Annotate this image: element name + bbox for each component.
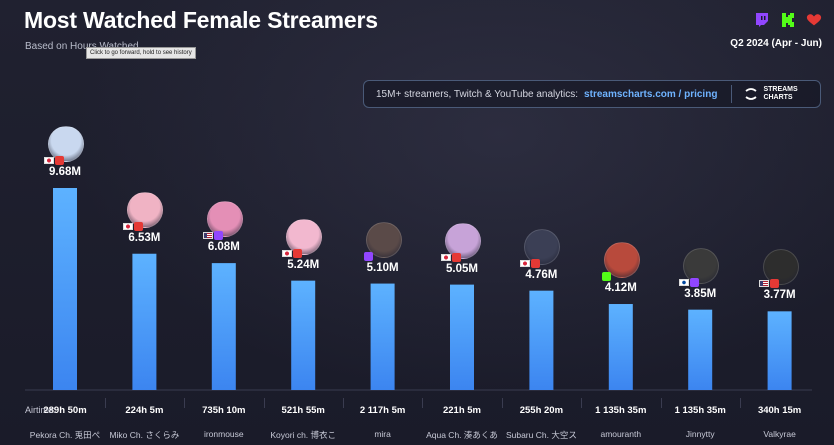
streamer-name[interactable]: Aqua Ch. 湊あくあ: [426, 430, 498, 440]
country-flag-icon: [679, 278, 690, 286]
streamer-name[interactable]: mira: [374, 429, 391, 439]
youtube-icon[interactable]: [806, 12, 822, 28]
streamer-avatar[interactable]: [44, 126, 84, 165]
youtube-icon: [293, 248, 303, 258]
country-flag-icon: [441, 253, 451, 261]
streamer-name[interactable]: Jinnytty: [685, 429, 715, 439]
streamer-name[interactable]: Pekora Ch. 兎田ぺ: [29, 430, 101, 440]
value-label: 3.85M: [684, 287, 717, 300]
streamer-name[interactable]: ironmouse: [203, 429, 244, 439]
streamer-name[interactable]: Subaru Ch. 大空ス: [505, 430, 577, 440]
streamer-avatar[interactable]: [123, 191, 164, 231]
page-title: Most Watched Female Streamers: [24, 7, 378, 33]
value-label: 5.10M: [366, 261, 399, 274]
bar[interactable]: [211, 263, 236, 390]
column-divider: [342, 398, 344, 408]
country-flag-icon: [282, 249, 293, 257]
value-label: 9.68M: [49, 166, 81, 178]
youtube-icon: [134, 221, 144, 231]
twitch-icon[interactable]: [754, 12, 770, 28]
airtime-value: 340h 15m: [757, 405, 802, 416]
streamer-avatar[interactable]: [679, 247, 720, 287]
youtube-icon: [531, 258, 541, 268]
value-label: 6.53M: [128, 231, 161, 244]
bar[interactable]: [688, 309, 713, 390]
country-flag-icon: [44, 157, 54, 164]
period-label: Q2 2024 (Apr - Jun): [730, 38, 822, 49]
airtime-value: 224h 5m: [125, 405, 164, 416]
bar[interactable]: [450, 284, 474, 390]
column-divider: [581, 398, 583, 408]
country-flag-icon: [202, 232, 213, 240]
airtime-value: 735h 10m: [202, 405, 246, 416]
bar[interactable]: [291, 280, 316, 390]
promo-divider: [731, 85, 733, 103]
bar[interactable]: [767, 311, 792, 390]
promo-link[interactable]: streamscharts.com / pricing: [584, 88, 718, 100]
streamscharts-logo-icon: [745, 88, 757, 100]
value-label: 4.76M: [525, 268, 558, 281]
twitch-icon: [213, 231, 223, 241]
twitch-icon: [363, 251, 373, 261]
country-flag-icon: [758, 280, 769, 288]
airtime-label: Airtime:: [25, 405, 56, 415]
column-divider: [263, 398, 265, 408]
value-label: 4.12M: [604, 282, 637, 295]
airtime-value: 221h 5m: [442, 405, 482, 416]
streamer-avatar[interactable]: [758, 249, 799, 289]
streamer-avatar[interactable]: [202, 201, 243, 241]
country-flag-icon: [123, 222, 134, 230]
country-flag-icon: [520, 259, 531, 267]
column-divider: [739, 398, 741, 408]
bar[interactable]: [132, 253, 157, 390]
streamer-name[interactable]: amouranth: [600, 429, 642, 439]
youtube-icon: [452, 252, 461, 262]
value-label: 6.08M: [207, 241, 240, 254]
bar[interactable]: [608, 304, 633, 390]
promo-banner[interactable]: 15M+ streamers, Twitch & YouTube analyti…: [363, 80, 821, 108]
youtube-icon: [769, 279, 779, 289]
streamer-avatar[interactable]: [601, 242, 640, 282]
brand-line-1: STREAMS: [763, 86, 798, 93]
column-divider: [184, 398, 186, 408]
kick-icon[interactable]: [780, 12, 796, 28]
column-divider: [660, 398, 662, 408]
column-divider: [422, 398, 424, 408]
browser-tooltip: Click to go forward, hold to see history: [86, 47, 196, 59]
streamer-name[interactable]: Koyori ch. 博衣こ: [270, 430, 337, 440]
bar[interactable]: [53, 188, 77, 390]
twitch-icon: [690, 277, 700, 287]
promo-text: 15M+ streamers, Twitch & YouTube analyti…: [376, 88, 579, 100]
streamer-avatar[interactable]: [282, 218, 323, 258]
streamscharts-logo[interactable]: STREAMS CHARTS: [744, 86, 798, 102]
platform-icons: [754, 12, 822, 28]
airtime-value: 289h 50m: [43, 405, 87, 416]
streamer-avatar[interactable]: [363, 221, 402, 261]
value-label: 5.24M: [287, 258, 320, 271]
value-label: 5.05M: [446, 262, 478, 275]
streamer-name[interactable]: Miko Ch. さくらみ: [109, 430, 180, 440]
kick-icon: [601, 272, 611, 282]
bar[interactable]: [370, 283, 395, 390]
page-subtitle: Based on Hours Watched: [25, 41, 139, 52]
value-label: 3.77M: [763, 289, 796, 302]
column-divider: [104, 398, 106, 408]
airtime-value: 2 117h 5m: [359, 405, 406, 416]
airtime-value: 1 135h 35m: [674, 405, 726, 416]
streamer-name[interactable]: Valkyrae: [763, 429, 796, 439]
bar[interactable]: [529, 290, 554, 390]
streamer-avatar[interactable]: [520, 228, 561, 268]
airtime-value: 521h 55m: [281, 405, 325, 416]
streamer-avatar[interactable]: [441, 222, 481, 262]
youtube-icon: [55, 156, 64, 165]
airtime-value: 255h 20m: [519, 405, 564, 416]
brand-line-2: CHARTS: [763, 94, 793, 101]
column-divider: [501, 398, 503, 408]
airtime-value: 1 135h 35m: [595, 405, 647, 416]
